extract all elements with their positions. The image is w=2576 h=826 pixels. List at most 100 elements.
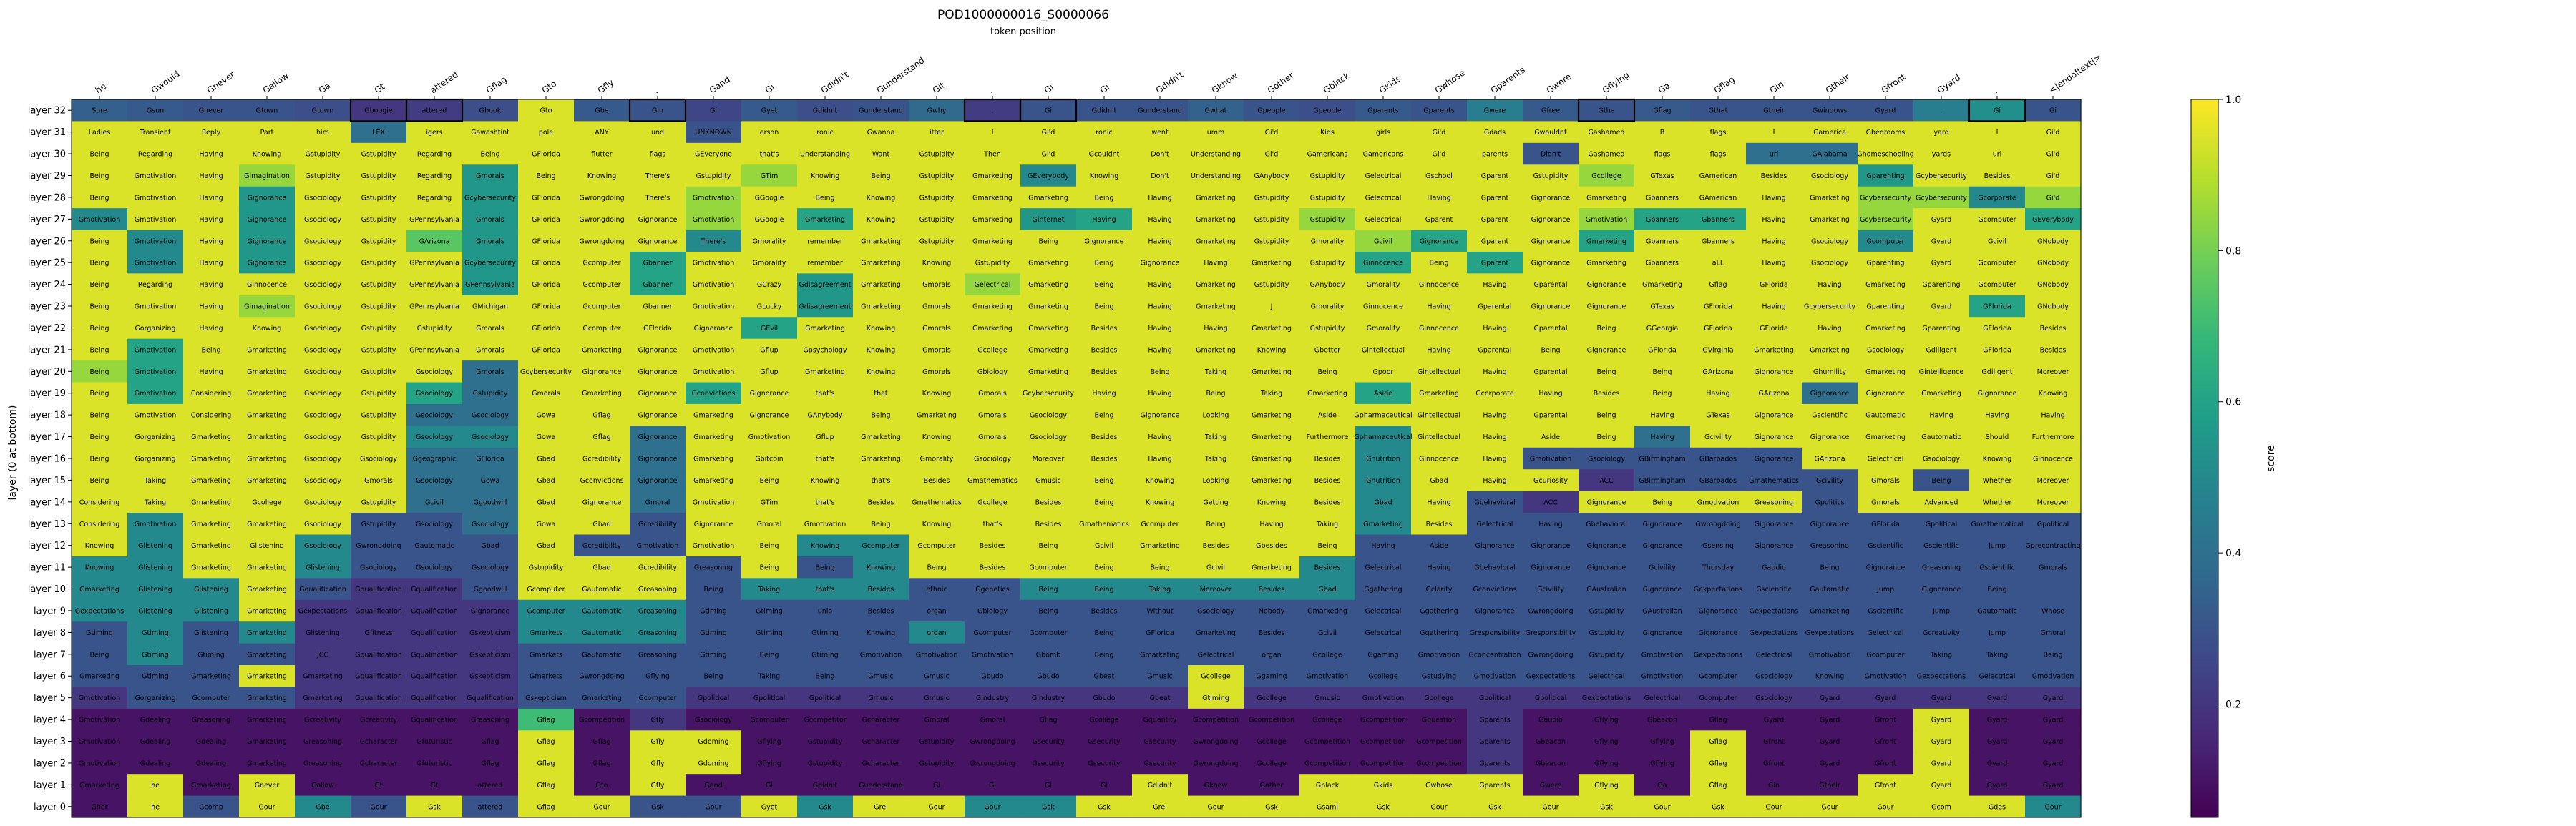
heatmap-cell-text: umm: [1207, 129, 1225, 137]
heatmap-cell-text: Ginnocence: [1419, 281, 1459, 289]
heatmap-cell-text: Greasoning: [1810, 542, 1849, 550]
heatmap-cell-text: Gscientific: [1923, 542, 1959, 550]
heatmap-cell-text: Gsociology: [304, 216, 341, 224]
heatmap-cell-text: Gmorality: [1311, 237, 1345, 245]
heatmap-cell-text: Having: [1148, 456, 1171, 463]
heatmap-cell-text: Gmarketing: [247, 433, 287, 441]
y-tick-label: layer 20: [28, 367, 66, 378]
heatmap-cell-text: Gsociology: [304, 260, 341, 267]
heatmap-cell: [853, 208, 909, 231]
heatmap-cell-text: Gmarketing: [972, 325, 1013, 333]
heatmap-cell: [1802, 164, 1858, 187]
heatmap-cell-text: Gmorality: [753, 237, 786, 245]
heatmap-cell-text: Gsk: [1265, 803, 1278, 811]
heatmap-cell-text: Gbehavioral: [1474, 564, 1516, 572]
heatmap-cell-text: Whether: [1983, 498, 2012, 506]
heatmap-cell: [1634, 295, 1691, 318]
heatmap-cell: [1188, 230, 1244, 252]
heatmap-cell-text: Gmorals: [922, 281, 951, 289]
heatmap-cell-text: Gmathematics: [967, 477, 1018, 485]
heatmap-cell-text: itter: [930, 129, 944, 137]
heatmap-cell-text: Gqualification: [411, 586, 458, 594]
heatmap-cell-text: Gmorals: [476, 368, 504, 376]
heatmap-cell: [574, 99, 630, 122]
heatmap-cell-text: Knowing: [1090, 172, 1119, 180]
heatmap-cell-text: Gmorals: [922, 346, 951, 354]
heatmap-cell-text: Gsociology: [416, 368, 453, 376]
y-tick-label: layer 0: [34, 802, 66, 812]
heatmap-cell-text: Greasoning: [1922, 564, 1961, 572]
heatmap-cell-text: Gmorals: [476, 172, 504, 180]
heatmap-cell-text: Gbad: [592, 521, 610, 528]
heatmap-cell: [351, 99, 407, 122]
heatmap-cell-text: Gparent: [1481, 172, 1509, 180]
heatmap-cell-text: Gstupidity: [1254, 237, 1289, 245]
heatmap-cell-text: Reply: [202, 129, 221, 137]
heatmap-cell-text: Gwere: [1484, 107, 1506, 115]
heatmap-cell: [686, 382, 742, 405]
heatmap-cell-text: Gand: [704, 782, 722, 790]
heatmap-cell-text: Gcomputer: [862, 542, 899, 550]
heatmap-cell-text: Gelectrical: [1365, 629, 1402, 637]
heatmap-cell-text: that's: [816, 586, 835, 594]
heatmap-cell-text: Having: [1762, 194, 1785, 202]
heatmap-cell-text: Gdidn't: [813, 107, 838, 115]
heatmap-cell-text: Gtiming: [142, 673, 169, 681]
heatmap-cell: [1355, 273, 1412, 296]
heatmap-cell: [127, 186, 184, 209]
heatmap-cell-text: Gconcentration: [1468, 651, 1521, 659]
heatmap-cell: [1411, 164, 1468, 187]
heatmap-cell-text: Gmarkets: [530, 673, 562, 681]
heatmap-cell: [2025, 208, 2082, 231]
heatmap-cell-text: Gmarketing: [1028, 303, 1068, 311]
heatmap-cell: [741, 230, 798, 252]
heatmap-cell: [1858, 186, 1914, 209]
heatmap-cell: [2025, 338, 2082, 361]
heatmap-cell: [239, 186, 296, 209]
heatmap-cell-text: Knowing: [1815, 673, 1845, 681]
heatmap-cell-text: Whether: [1983, 477, 2012, 485]
heatmap-cell-text: Gsecurity: [1032, 759, 1065, 767]
heatmap-cell: [518, 295, 575, 318]
heatmap-cell-text: Gparents: [1423, 107, 1455, 115]
heatmap-cell-text: GPennsylvania: [409, 216, 459, 224]
heatmap-cell-text: Gdisagreement: [799, 303, 851, 311]
heatmap-cell: [1132, 186, 1189, 209]
heatmap-cell-text: Gmorals: [476, 237, 504, 245]
heatmap-cell-text: Gmarketing: [1865, 281, 1906, 289]
heatmap-cell-text: Besides: [1259, 629, 1285, 637]
heatmap-cell: [909, 230, 965, 252]
heatmap-cell-text: Gcybersecurity: [520, 368, 572, 376]
heatmap-cell-text: that's: [760, 151, 779, 159]
heatmap-cell-text: Gmorals: [922, 368, 951, 376]
heatmap-cell-text: Greasoning: [638, 607, 677, 615]
heatmap-cell: [797, 382, 854, 405]
x-tick-label: Gt: [373, 82, 387, 96]
heatmap-cell-text: Having: [1818, 281, 1841, 289]
heatmap-cell-text: Gignorance: [1810, 433, 1850, 441]
heatmap-cell: [574, 317, 630, 340]
heatmap-cell: [1913, 317, 1970, 340]
x-tick-label: Gi: [763, 82, 776, 96]
heatmap-cell-text: Gmarketing: [303, 694, 343, 702]
heatmap-cell-text: Gmarketing: [79, 586, 119, 594]
heatmap-cell-text: Being: [815, 194, 834, 202]
heatmap-cell: [1523, 186, 1579, 209]
heatmap-cell-text: Gparental: [1534, 281, 1568, 289]
heatmap-cell-text: that's: [816, 498, 835, 506]
heatmap-cell: [1244, 403, 1300, 426]
heatmap-cell-text: Gyard: [2043, 738, 2064, 746]
heatmap-cell-text: Gcivility: [1704, 433, 1732, 441]
heatmap-cell-text: Gcivil: [1318, 629, 1337, 637]
heatmap-cell-text: Gcivility: [1816, 477, 1843, 485]
heatmap-cell-text: Gmorals: [922, 325, 951, 333]
heatmap-cell: [2025, 382, 2082, 405]
heatmap-cell: [1746, 382, 1802, 405]
heatmap-cell: [1020, 186, 1077, 209]
heatmap-cell-text: GArizona: [1702, 368, 1733, 376]
heatmap-cell-text: Taking: [1930, 651, 1952, 659]
x-tick-label: Git: [931, 80, 947, 96]
heatmap-cell: [1020, 426, 1077, 448]
heatmap-cell-text: Gcomputer: [1699, 694, 1737, 702]
heatmap-cell: [2025, 230, 2082, 252]
